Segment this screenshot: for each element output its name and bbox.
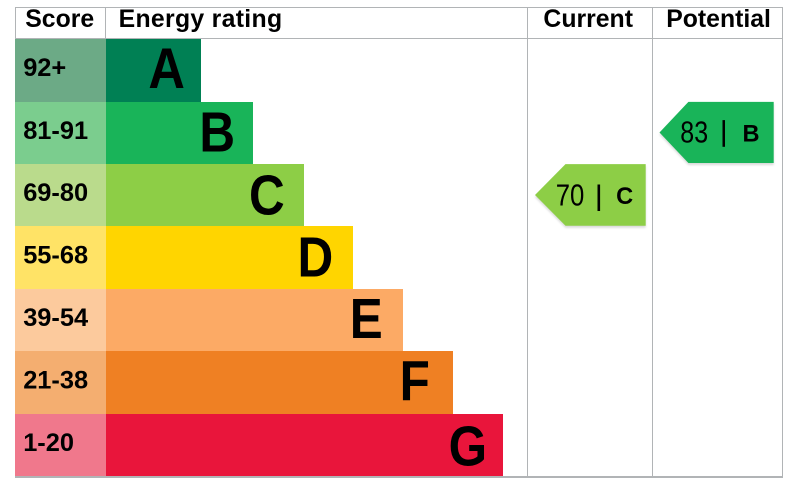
svg-text:92+: 92+ bbox=[23, 54, 66, 82]
svg-text:39-54: 39-54 bbox=[23, 304, 88, 332]
svg-text:C: C bbox=[249, 165, 285, 228]
svg-text:C: C bbox=[616, 184, 633, 210]
svg-text:B: B bbox=[199, 102, 235, 165]
svg-text:55-68: 55-68 bbox=[23, 242, 88, 270]
svg-text:G: G bbox=[449, 415, 487, 478]
svg-text:1-20: 1-20 bbox=[23, 429, 74, 457]
svg-text:81-91: 81-91 bbox=[23, 117, 88, 145]
svg-text:83: 83 bbox=[680, 116, 708, 150]
svg-text:Energy rating: Energy rating bbox=[119, 6, 283, 33]
svg-text:E: E bbox=[350, 288, 383, 351]
svg-text:B: B bbox=[742, 122, 759, 148]
svg-text:A: A bbox=[148, 37, 185, 101]
svg-text:Potential: Potential bbox=[666, 6, 771, 33]
svg-text:F: F bbox=[400, 351, 430, 414]
svg-text:70: 70 bbox=[556, 178, 585, 212]
svg-text:D: D bbox=[298, 227, 334, 290]
svg-text:21-38: 21-38 bbox=[23, 367, 88, 395]
svg-text:Score: Score bbox=[25, 6, 94, 33]
svg-text:69-80: 69-80 bbox=[23, 179, 88, 207]
svg-text:Current: Current bbox=[543, 6, 633, 33]
